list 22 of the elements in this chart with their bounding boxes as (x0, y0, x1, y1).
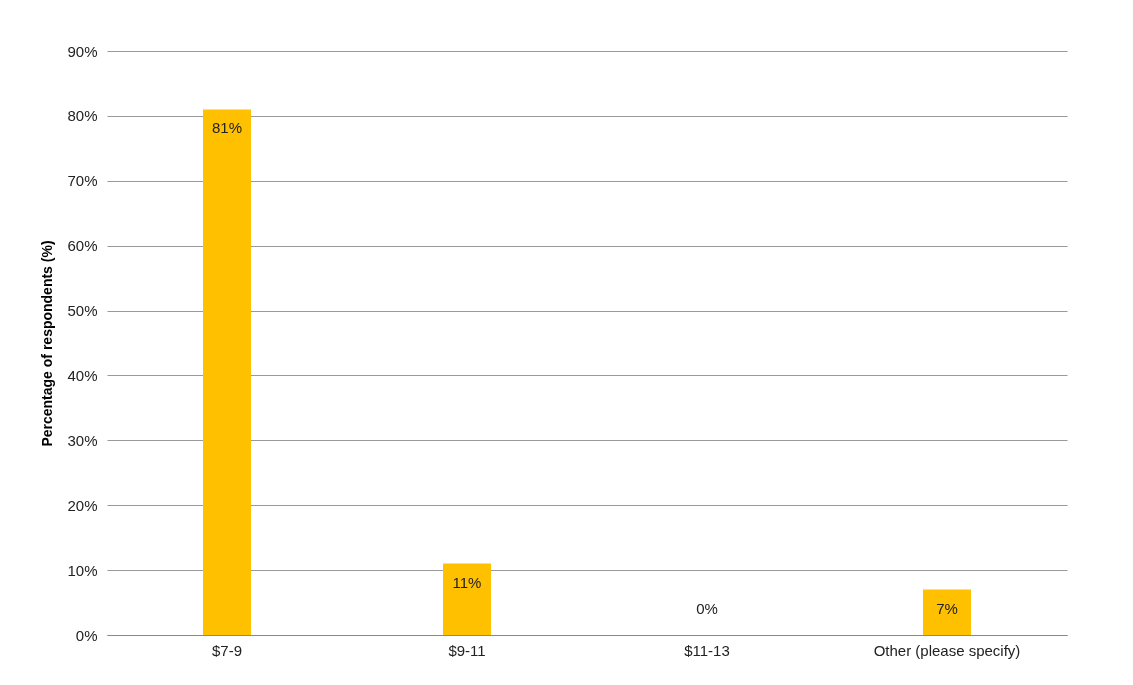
y-tick-label: 90% (67, 42, 98, 60)
data-label: 0% (696, 600, 718, 617)
y-tick-label: 30% (67, 431, 98, 449)
x-tick-label: Other (please specify) (873, 641, 1021, 659)
y-tick-label: 60% (67, 237, 98, 255)
x-tick-label: $7-9 (211, 641, 243, 659)
bar (443, 563, 491, 635)
y-tick-label: 40% (67, 366, 98, 384)
data-label: 7% (936, 599, 958, 617)
y-tick-label: 50% (67, 302, 98, 320)
bar (923, 589, 971, 635)
x-tick-label: $11-13 (684, 641, 730, 659)
y-tick-label: 80% (67, 107, 98, 125)
y-tick-label: 70% (67, 172, 98, 190)
x-tick-label: $9-11 (448, 641, 486, 659)
y-axis-title: Percentage of respondents (%) (39, 240, 56, 447)
bar (203, 109, 251, 635)
y-tick-label: 10% (67, 561, 98, 579)
y-tick-label: 20% (67, 496, 98, 514)
data-label: 11% (452, 573, 482, 591)
y-tick-label: 0% (75, 626, 98, 644)
data-label: 81% (211, 119, 243, 137)
